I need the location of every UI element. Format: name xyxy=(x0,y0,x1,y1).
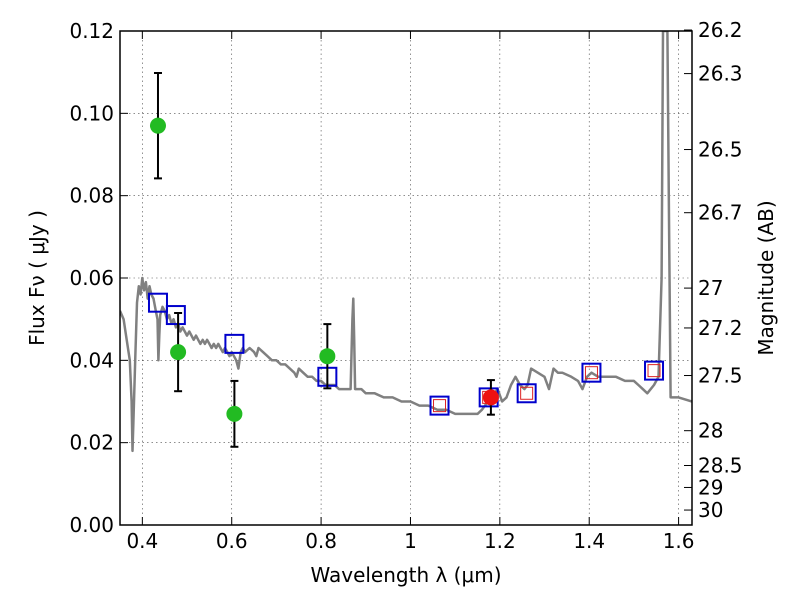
right-axis-label: Magnitude (AB) xyxy=(754,200,778,355)
x-tick-label: 0.4 xyxy=(126,529,158,553)
y-tick-label: 0.04 xyxy=(69,348,114,372)
model-band-square xyxy=(165,305,186,326)
y-tick-label: 0.08 xyxy=(69,184,114,208)
x-tick-label: 1.4 xyxy=(573,529,605,553)
mag-tick-label: 26.7 xyxy=(698,201,743,225)
model-band-square xyxy=(644,360,665,381)
mag-tick-label: 28 xyxy=(698,419,723,443)
y-tick-label: 0.02 xyxy=(69,431,114,455)
model-band-square xyxy=(581,362,602,383)
mag-tick-label: 27.2 xyxy=(698,316,743,340)
observed-point xyxy=(482,389,499,406)
x-tick-label: 1.6 xyxy=(663,529,695,553)
model-band-inner-square xyxy=(584,366,598,380)
model-band-square xyxy=(516,383,537,404)
observed-point xyxy=(170,344,187,361)
mag-tick-label: 26.5 xyxy=(698,138,743,162)
y-axis-label: Flux Fν ( μJy ) xyxy=(25,210,49,346)
model-band-inner-square xyxy=(520,386,534,400)
x-tick-label: 1.2 xyxy=(484,529,516,553)
model-band-inner-square xyxy=(433,399,447,413)
model-band-inner-square xyxy=(647,364,661,378)
model-sed-line xyxy=(120,31,692,453)
y-tick-label: 0.00 xyxy=(69,513,114,537)
model-band-square xyxy=(429,395,450,416)
mag-tick-label: 26.3 xyxy=(698,62,743,86)
y-tick-label: 0.10 xyxy=(69,101,114,125)
y-tick-label: 0.12 xyxy=(69,19,114,43)
observed-point xyxy=(226,405,243,422)
mag-tick-label: 27 xyxy=(698,276,723,300)
grid-lines xyxy=(120,31,692,525)
y-tick-label: 0.06 xyxy=(69,266,114,290)
observed-point xyxy=(319,348,336,365)
x-axis-label: Wavelength λ (μm) xyxy=(310,563,501,587)
data-markers xyxy=(147,71,665,448)
plot-area xyxy=(120,31,692,453)
axes: 0.4 0.6 0.8 1 1.2 1.4 1.6 0.00 0.02 0.04 0.06 0.08 0… xyxy=(69,18,742,553)
model-band-square xyxy=(224,333,245,354)
observed-point xyxy=(149,117,166,134)
mag-tick-label: 30 xyxy=(698,498,723,522)
x-tick-label: 1 xyxy=(404,529,417,553)
x-tick-label: 0.6 xyxy=(216,529,248,553)
x-tick-label: 0.8 xyxy=(305,529,337,553)
mag-tick-label: 28.5 xyxy=(698,453,743,477)
model-band-square xyxy=(147,292,168,313)
mag-tick-label: 26.2 xyxy=(698,18,743,42)
mag-tick-label: 29 xyxy=(698,475,723,499)
mag-tick-label: 27.5 xyxy=(698,364,743,388)
